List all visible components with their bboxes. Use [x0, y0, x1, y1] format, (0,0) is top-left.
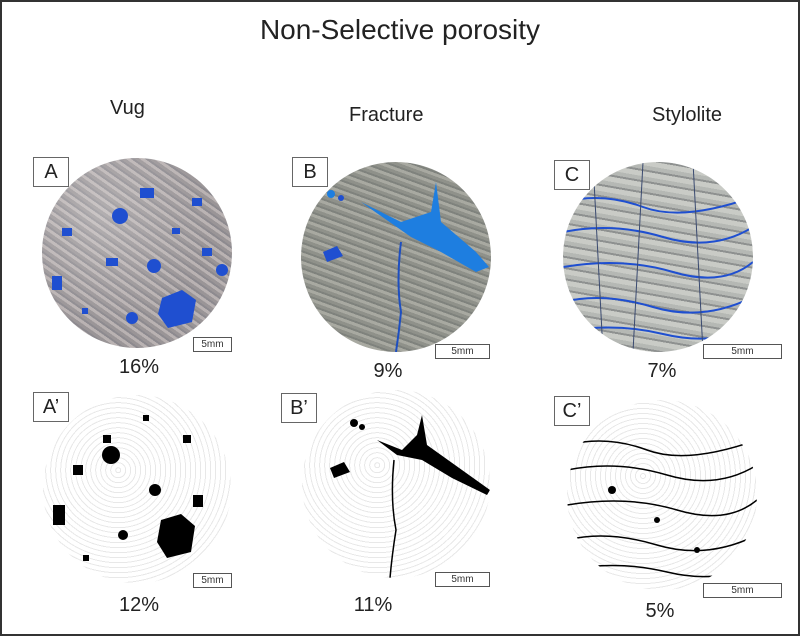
- column-heading-stylolite: Stylolite: [652, 104, 723, 126]
- column-heading-fracture: Fracture: [349, 104, 424, 126]
- panel-label-b-prime: B’: [281, 393, 317, 423]
- thin-section-image-vug: [42, 158, 232, 348]
- thin-section-image-fracture: [301, 162, 491, 352]
- panel-label-c: C: [554, 160, 590, 190]
- porosity-value-a: 16%: [118, 356, 160, 378]
- binary-fracture: [330, 415, 490, 578]
- binary-image-stylolite: [567, 400, 757, 590]
- porosity-value-b: 9%: [373, 360, 403, 382]
- panel-label-c-prime: C’: [554, 396, 590, 426]
- fracture-graphic: [323, 182, 489, 352]
- porosity-value-c: 7%: [647, 360, 677, 382]
- binary-vug-pores: [53, 415, 203, 561]
- binary-stylolite: [567, 439, 757, 578]
- scale-bar-a: 5mm: [193, 337, 232, 352]
- porosity-value-c-prime: 5%: [645, 600, 675, 622]
- scale-bar-b-prime: 5mm: [435, 572, 490, 587]
- binary-image-fracture: [302, 390, 490, 578]
- stylolite-graphic: [563, 162, 753, 352]
- scale-bar-b: 5mm: [435, 344, 490, 359]
- column-heading-vug: Vug: [110, 97, 145, 119]
- porosity-value-b-prime: 11%: [353, 594, 393, 616]
- scale-bar-c: 5mm: [703, 344, 782, 359]
- scale-bar-a-prime: 5mm: [193, 573, 232, 588]
- thin-section-image-stylolite: [563, 162, 753, 352]
- panel-label-b: B: [292, 157, 328, 187]
- scale-bar-c-prime: 5mm: [703, 583, 782, 598]
- porosity-value-a-prime: 12%: [118, 594, 160, 616]
- panel-label-a: A: [33, 157, 69, 187]
- vug-pores-graphic: [52, 188, 228, 328]
- binary-image-vug: [43, 395, 231, 583]
- panel-label-a-prime: A’: [33, 392, 69, 422]
- figure-title: Non-Selective porosity: [259, 14, 541, 45]
